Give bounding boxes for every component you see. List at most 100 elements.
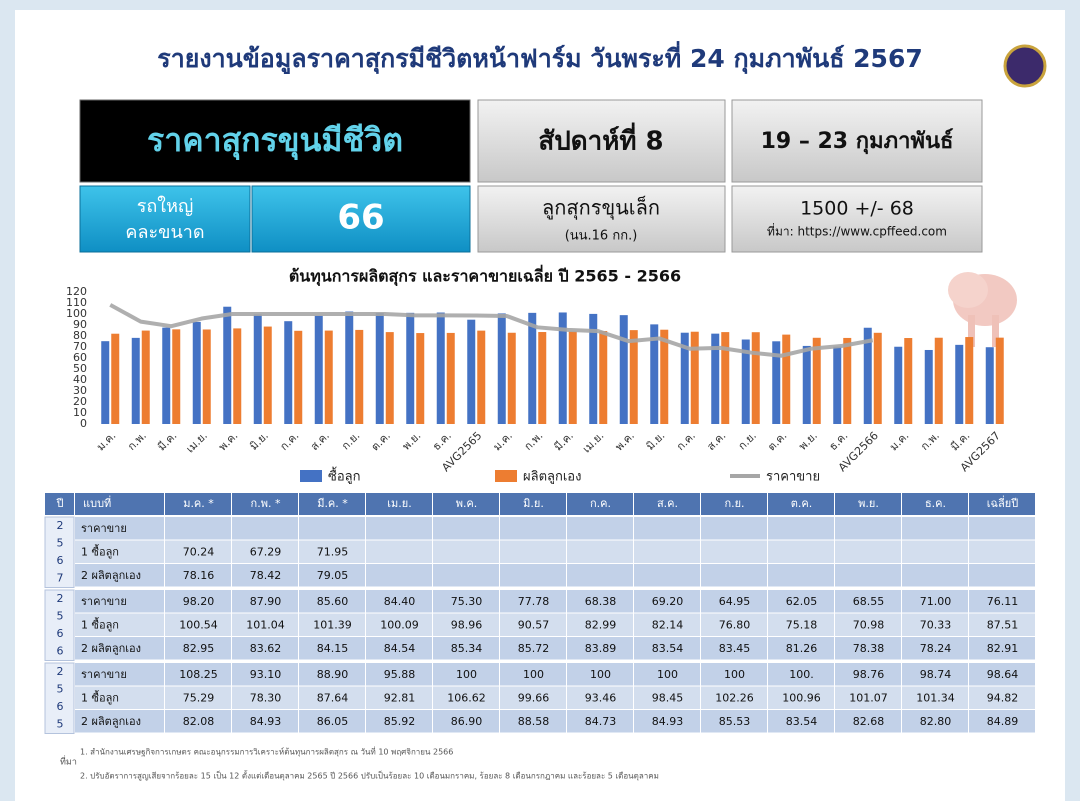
cell <box>299 686 365 709</box>
cell-text: 98.74 <box>920 668 952 681</box>
y-tick-label: 10 <box>73 406 87 419</box>
cell <box>232 564 298 587</box>
cell-text: 90.57 <box>518 618 550 631</box>
cell <box>835 686 901 709</box>
header-cell <box>299 493 365 515</box>
cell <box>232 686 298 709</box>
legend-label: ราคาขาย <box>766 470 820 485</box>
row-label-cell <box>75 564 164 587</box>
bar <box>660 329 669 424</box>
year-digit: 7 <box>57 572 64 585</box>
header-cell <box>433 493 499 515</box>
cell <box>835 663 901 686</box>
cell-text: 76.80 <box>719 618 751 631</box>
y-tick-label: 90 <box>73 318 87 331</box>
cell <box>299 564 365 587</box>
bar <box>467 319 476 424</box>
y-tick-label: 110 <box>66 296 87 309</box>
cell-text: 101.04 <box>246 618 285 631</box>
cell <box>701 564 767 587</box>
cell <box>902 663 968 686</box>
logo <box>1003 44 1047 88</box>
cell <box>232 540 298 563</box>
header-cell <box>902 493 968 515</box>
bar <box>619 315 628 424</box>
cell-text: 82.14 <box>652 618 684 631</box>
y-tick-label: 60 <box>73 351 87 364</box>
bar <box>863 327 872 424</box>
bar <box>680 332 689 424</box>
cell-text: 76.11 <box>987 595 1019 608</box>
cell-text: 101.34 <box>916 691 955 704</box>
cell <box>500 590 566 613</box>
cell-text: 87.51 <box>987 618 1019 631</box>
bar <box>894 346 903 424</box>
cell-text: 71.00 <box>920 595 952 608</box>
y-tick-label: 20 <box>73 395 87 408</box>
cell <box>366 663 432 686</box>
bar <box>172 329 181 424</box>
source: ที่มา: https://www.cpffeed.com <box>767 223 947 239</box>
header-cell <box>232 493 298 515</box>
cell <box>835 517 901 540</box>
bar <box>558 312 567 424</box>
cell <box>768 517 834 540</box>
header-cell <box>165 493 231 515</box>
row-label-cell <box>75 710 164 733</box>
cell-text: 82.80 <box>920 715 952 728</box>
cell-text: 79.05 <box>317 569 349 582</box>
cell <box>634 613 700 636</box>
year-digit: 6 <box>57 554 64 567</box>
y-tick-label: 80 <box>73 329 87 342</box>
cell-text: 100.09 <box>380 618 419 631</box>
legend-label: ผลิตลูกเอง <box>523 470 581 485</box>
header-cell <box>75 493 164 515</box>
cell <box>165 590 231 613</box>
bar <box>812 337 821 424</box>
year-digit: 2 <box>57 665 64 678</box>
cell-text: 82.91 <box>987 642 1019 655</box>
bar <box>843 337 852 424</box>
cell-text: 101.39 <box>313 618 352 631</box>
bar <box>833 346 842 424</box>
bar <box>446 332 455 424</box>
cell-text: 70.33 <box>920 618 952 631</box>
cell <box>768 540 834 563</box>
header-text: ปี <box>55 497 63 510</box>
bar <box>528 312 537 424</box>
cell-text: 86.90 <box>451 715 483 728</box>
cell-text: 75.29 <box>183 691 215 704</box>
cell-text: 93.46 <box>585 691 617 704</box>
cell-text: 83.89 <box>585 642 617 655</box>
cell-text: 98.45 <box>652 691 684 704</box>
cell-text: 69.20 <box>652 595 684 608</box>
pig <box>948 272 1017 347</box>
cell-text: 84.54 <box>384 642 416 655</box>
cell <box>500 710 566 733</box>
cell-text: 100 <box>456 668 477 681</box>
cell-text: 82.68 <box>853 715 885 728</box>
cell-text: 84.73 <box>585 715 617 728</box>
price-text: 66 <box>337 198 384 238</box>
cell <box>500 686 566 709</box>
cell-text: 78.24 <box>920 642 952 655</box>
year-digit: 5 <box>57 609 64 622</box>
cell <box>634 686 700 709</box>
row-label: 2 ผลิตลูกเอง <box>81 715 141 728</box>
year-digit: 6 <box>57 645 64 658</box>
bar <box>782 334 791 424</box>
cell-text: 98.64 <box>987 668 1019 681</box>
cell <box>567 686 633 709</box>
row-label-cell <box>75 540 164 563</box>
cell <box>969 613 1035 636</box>
cell <box>634 540 700 563</box>
cell <box>634 710 700 733</box>
cell <box>500 613 566 636</box>
cell-text: 78.16 <box>183 569 215 582</box>
cell <box>835 710 901 733</box>
header-cell <box>366 493 432 515</box>
cell-text: 64.95 <box>719 595 751 608</box>
header-cell <box>969 493 1035 515</box>
cell-text: 62.05 <box>786 595 818 608</box>
bar <box>223 306 232 424</box>
